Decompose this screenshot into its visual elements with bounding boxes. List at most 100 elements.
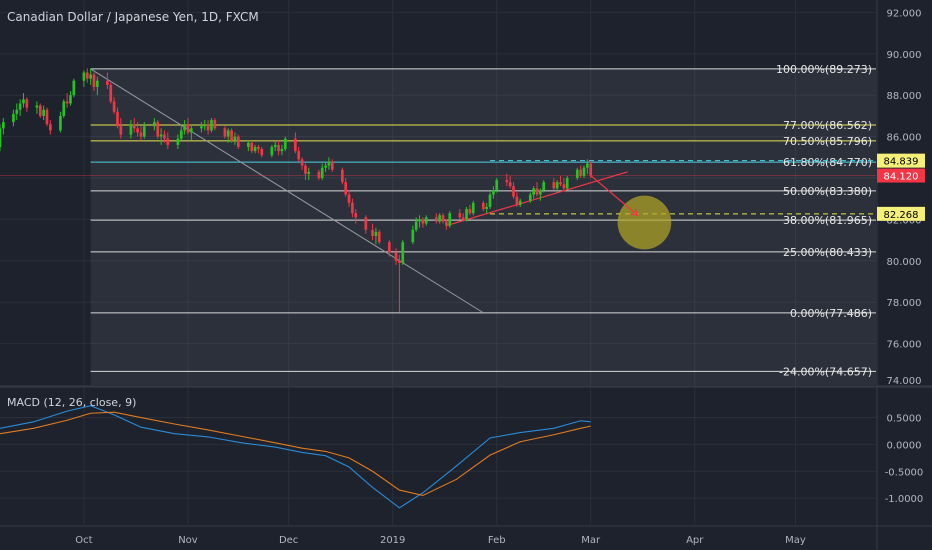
candle-body-0 [0,128,2,147]
candle-body-104 [495,180,499,191]
price-label-bg-0 [877,153,925,168]
time-tick-1: Nov [178,535,198,546]
price-tick-6: 80.000 [887,257,922,268]
macd-tick-1: 0.0000 [887,440,922,451]
candle-body-106 [508,182,512,187]
candle-body-28 [132,124,136,129]
candle-body-116 [555,182,559,189]
candle-body-123 [586,163,589,168]
candle-body-60 [280,149,284,152]
candle-body-25 [116,111,119,127]
target-zone-circle [617,195,672,250]
candle-body-84 [401,242,405,263]
price-tick-8: 76.000 [887,340,922,351]
candle-body-114 [542,182,546,191]
candle-body-13 [62,101,66,116]
candle-body-35 [163,134,166,139]
price-label-bg-1 [877,168,925,183]
price-label-text-2: 82.268 [884,210,919,221]
candle-body-75 [351,202,354,214]
trend-drawings[interactable] [0,68,876,314]
candle-body-122 [582,167,586,176]
candle-body-1 [2,122,5,129]
candle-body-61 [283,138,287,150]
candle-body-40 [186,124,190,133]
candle-body-100 [481,202,485,210]
time-tick-3: 2019 [380,535,405,546]
candle-body-70 [327,161,331,166]
candle-body-21 [95,80,99,87]
candle-body-94 [448,213,452,226]
projection-arrow-head [630,208,639,217]
macd-title: MACD (12, 26, close, 9) [7,396,136,409]
candle-body-57 [270,146,274,156]
candle-body-46 [213,120,217,129]
candle-body-113 [539,190,542,195]
candle-body-58 [273,144,277,147]
candle-body-19 [89,74,92,79]
candle-body-101 [485,206,489,210]
price-tick-3: 86.000 [887,133,922,144]
candle-body-56 [260,149,264,156]
candle-body-38 [179,130,183,139]
candle-body-26 [119,126,123,135]
candle-body-27 [129,124,133,135]
candle-body-71 [330,161,334,170]
candle-body-96 [461,217,465,220]
candle-body-109 [518,200,522,205]
candle-body-2 [12,113,15,123]
time-tick-4: Feb [488,535,506,546]
candle-body-53 [250,142,254,152]
candle-body-97 [465,209,468,220]
price-tick-2: 88.000 [887,91,922,102]
candle-body-63 [297,151,301,160]
price-labels: 84.839 84.120 82.268 [877,153,925,221]
candle-body-65 [304,165,307,174]
candles[interactable] [0,68,593,313]
candle-body-54 [253,146,257,152]
candle-body-14 [65,101,69,104]
time-tick-6: Apr [686,535,704,546]
candle-body-16 [72,80,76,96]
candle-body-20 [92,74,96,87]
candle-body-88 [421,219,425,224]
candle-body-87 [418,219,421,222]
candle-body-124 [589,163,593,176]
fib-level-label-1: 77.00%(86.562) [783,119,872,132]
candle-body-48 [226,130,230,137]
candle-body-112 [535,188,539,195]
candle-body-4 [18,103,22,110]
candle-body-80 [377,231,381,243]
candle-body-12 [59,115,62,131]
candle-body-64 [300,159,304,166]
candle-body-62 [294,138,297,152]
candle-body-45 [210,120,213,131]
candle-body-41 [189,128,193,133]
candle-body-31 [142,126,146,137]
candle-body-36 [166,138,170,145]
candle-body-66 [307,171,311,174]
candle-body-10 [45,109,49,125]
candle-body-85 [411,229,415,243]
downtrend-line [90,68,484,314]
price-tick-9: 74.000 [887,376,922,387]
candle-body-95 [458,213,462,218]
candle-body-5 [22,99,25,104]
macd-pane[interactable] [0,405,591,509]
macd-tick-2: -0.5000 [885,467,924,478]
candle-body-9 [42,109,45,116]
candle-body-15 [69,95,72,104]
price-tick-1: 90.000 [887,50,922,61]
candle-body-73 [344,182,348,195]
candle-body-111 [532,188,535,195]
candle-body-83 [398,260,401,263]
fib-level-label-0: 100.00%(89.273) [776,63,872,76]
candle-body-92 [441,215,445,222]
candle-body-50 [233,136,237,141]
macd-series-macd [0,405,591,509]
fib-retracement[interactable]: 100.00%(89.273) 77.00%(86.562) 70.50%(85.7… [90,63,877,385]
candle-body-82 [394,252,398,261]
candle-body-93 [445,221,448,226]
candle-body-22 [106,80,109,85]
